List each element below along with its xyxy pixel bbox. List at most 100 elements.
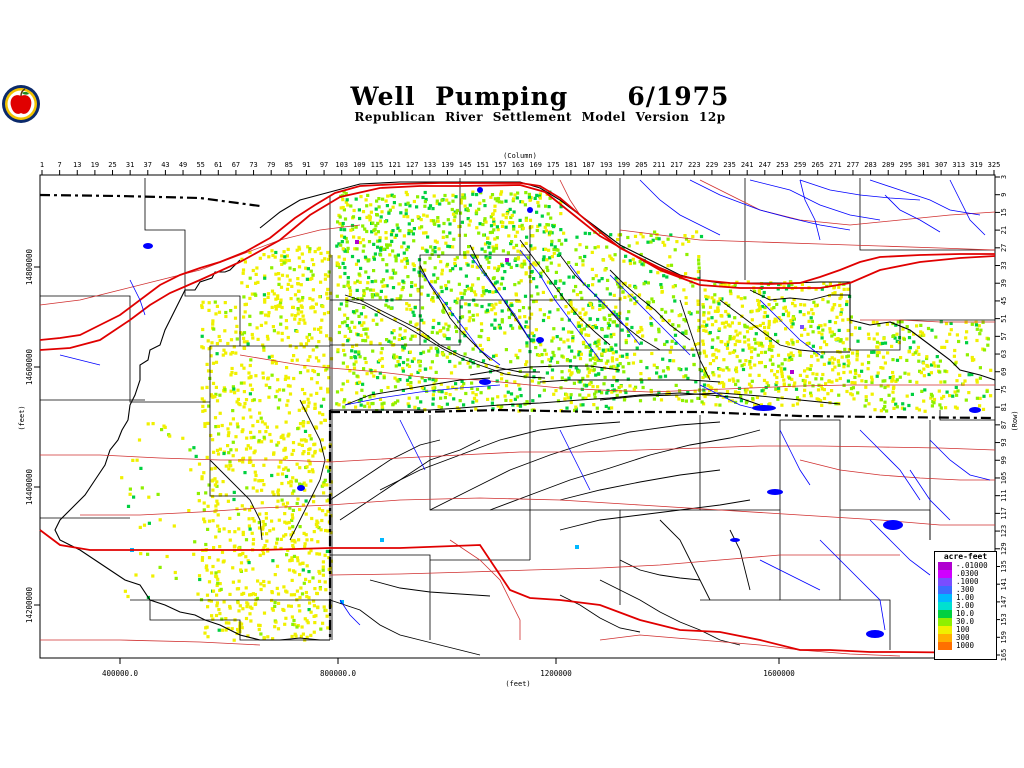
pumping-cell	[975, 396, 979, 400]
pumping-cell	[213, 466, 217, 470]
pumping-cell	[311, 348, 315, 352]
pumping-cell	[406, 275, 410, 279]
pumping-cell	[537, 381, 541, 385]
pumping-cell	[205, 568, 209, 572]
pumping-cell	[379, 215, 383, 219]
pumping-cell	[519, 279, 523, 283]
pumping-cell	[836, 360, 841, 364]
column-tick-label: 7	[58, 161, 62, 169]
pumping-cell	[753, 337, 757, 341]
pumping-cell	[430, 298, 434, 302]
pumping-cell	[287, 411, 291, 415]
pumping-cell	[405, 307, 409, 311]
pumping-cell	[348, 292, 352, 296]
pumping-cell	[309, 269, 313, 273]
pumping-cell	[264, 457, 268, 461]
pumping-cell	[272, 451, 276, 455]
pumping-cell	[598, 299, 602, 303]
pumping-cell	[218, 339, 222, 343]
pumping-cell	[567, 318, 571, 322]
legend-label: -.01000	[956, 561, 988, 570]
row-tick-label: 141	[1000, 578, 1008, 591]
pumping-cell	[453, 263, 457, 268]
pumping-cell	[324, 513, 328, 517]
pumping-cell	[371, 221, 375, 225]
pumping-cell	[539, 343, 543, 347]
pumping-cell	[311, 454, 315, 458]
pumping-cell	[268, 386, 272, 390]
pumping-cell	[412, 227, 416, 231]
pumping-cell	[814, 377, 818, 381]
pumping-cell	[689, 312, 693, 316]
pumping-cell	[579, 403, 583, 407]
pumping-cell	[801, 378, 805, 383]
pumping-cell	[437, 247, 441, 251]
pumping-cell	[497, 287, 501, 291]
pumping-cell	[298, 609, 302, 613]
pumping-cell	[513, 380, 517, 384]
pumping-cell	[321, 560, 325, 564]
row-tick-label: 147	[1000, 596, 1008, 609]
pumping-cell	[285, 521, 289, 525]
pumping-cell	[292, 489, 296, 493]
pumping-cell	[870, 380, 874, 385]
pumping-cell	[747, 382, 752, 386]
pumping-cell	[352, 371, 356, 375]
pumping-cell	[343, 271, 347, 276]
pumping-cell	[539, 271, 543, 275]
pumping-cell	[240, 363, 244, 367]
pumping-cell	[448, 222, 452, 226]
pumping-cell	[620, 286, 624, 290]
pumping-cell	[571, 339, 575, 343]
pumping-cell	[867, 361, 871, 365]
pumping-cell	[810, 354, 814, 359]
pumping-cell	[883, 379, 887, 383]
pumping-cell	[474, 393, 478, 397]
pumping-cell	[559, 337, 563, 341]
pumping-cell	[540, 360, 544, 364]
pumping-cell	[875, 320, 879, 325]
pumping-cell	[301, 503, 305, 507]
pumping-cell	[380, 347, 384, 351]
pumping-cell	[340, 240, 344, 244]
pumping-cell	[308, 462, 312, 466]
pumping-cell	[376, 245, 380, 249]
pumping-cell	[216, 513, 220, 517]
pumping-cell	[791, 341, 795, 345]
pumping-cell	[236, 512, 241, 516]
pumping-cell	[244, 568, 248, 572]
pumping-cell	[853, 381, 857, 385]
pumping-cell	[571, 306, 575, 310]
pumping-cell	[527, 192, 531, 196]
pumping-cell	[380, 402, 384, 406]
pumping-cell	[568, 396, 572, 400]
pumping-cell	[683, 234, 687, 238]
pumping-cell	[596, 339, 600, 343]
pumping-cell	[739, 297, 743, 301]
pumping-cell	[937, 389, 941, 393]
pumping-cell	[615, 366, 619, 370]
pumping-cell	[274, 272, 278, 276]
pumping-cell	[596, 317, 600, 322]
column-tick-label: 193	[600, 161, 613, 169]
pumping-cell	[743, 335, 747, 339]
pumping-cell	[823, 323, 827, 327]
pumping-cell	[805, 374, 809, 378]
pumping-cell	[953, 405, 958, 409]
pumping-cell	[831, 306, 835, 310]
pumping-cell	[320, 448, 324, 452]
pumping-cell	[606, 326, 610, 330]
pumping-cell	[259, 632, 263, 636]
pumping-cell	[569, 400, 573, 405]
pumping-cell	[594, 340, 598, 344]
pumping-cell	[532, 375, 536, 379]
pumping-cell	[604, 404, 608, 408]
pumping-cell	[335, 294, 339, 298]
pumping-cell	[597, 372, 601, 376]
pumping-cell	[349, 356, 353, 360]
pumping-cell	[337, 330, 341, 335]
pumping-cell	[286, 282, 290, 286]
pumping-cell	[306, 369, 310, 373]
pumping-cell	[567, 369, 572, 373]
pumping-cell	[557, 287, 561, 291]
